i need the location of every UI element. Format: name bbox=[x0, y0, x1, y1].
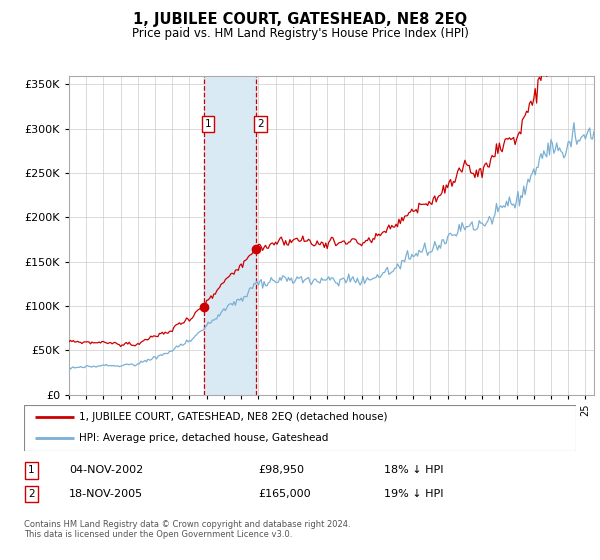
Text: 1, JUBILEE COURT, GATESHEAD, NE8 2EQ: 1, JUBILEE COURT, GATESHEAD, NE8 2EQ bbox=[133, 12, 467, 27]
Text: 1: 1 bbox=[205, 119, 212, 129]
Text: Price paid vs. HM Land Registry's House Price Index (HPI): Price paid vs. HM Land Registry's House … bbox=[131, 27, 469, 40]
Text: 2: 2 bbox=[28, 489, 35, 499]
Text: £98,950: £98,950 bbox=[258, 465, 304, 475]
Text: 1, JUBILEE COURT, GATESHEAD, NE8 2EQ (detached house): 1, JUBILEE COURT, GATESHEAD, NE8 2EQ (de… bbox=[79, 412, 388, 422]
Text: 18-NOV-2005: 18-NOV-2005 bbox=[69, 489, 143, 499]
FancyBboxPatch shape bbox=[24, 405, 576, 451]
Text: 18% ↓ HPI: 18% ↓ HPI bbox=[384, 465, 443, 475]
Text: 04-NOV-2002: 04-NOV-2002 bbox=[69, 465, 143, 475]
Text: 2: 2 bbox=[257, 119, 264, 129]
Bar bbox=[204, 76, 256, 395]
Text: £165,000: £165,000 bbox=[258, 489, 311, 499]
Text: 19% ↓ HPI: 19% ↓ HPI bbox=[384, 489, 443, 499]
Text: Contains HM Land Registry data © Crown copyright and database right 2024.
This d: Contains HM Land Registry data © Crown c… bbox=[24, 520, 350, 539]
Text: 1: 1 bbox=[28, 465, 35, 475]
Text: HPI: Average price, detached house, Gateshead: HPI: Average price, detached house, Gate… bbox=[79, 433, 329, 444]
